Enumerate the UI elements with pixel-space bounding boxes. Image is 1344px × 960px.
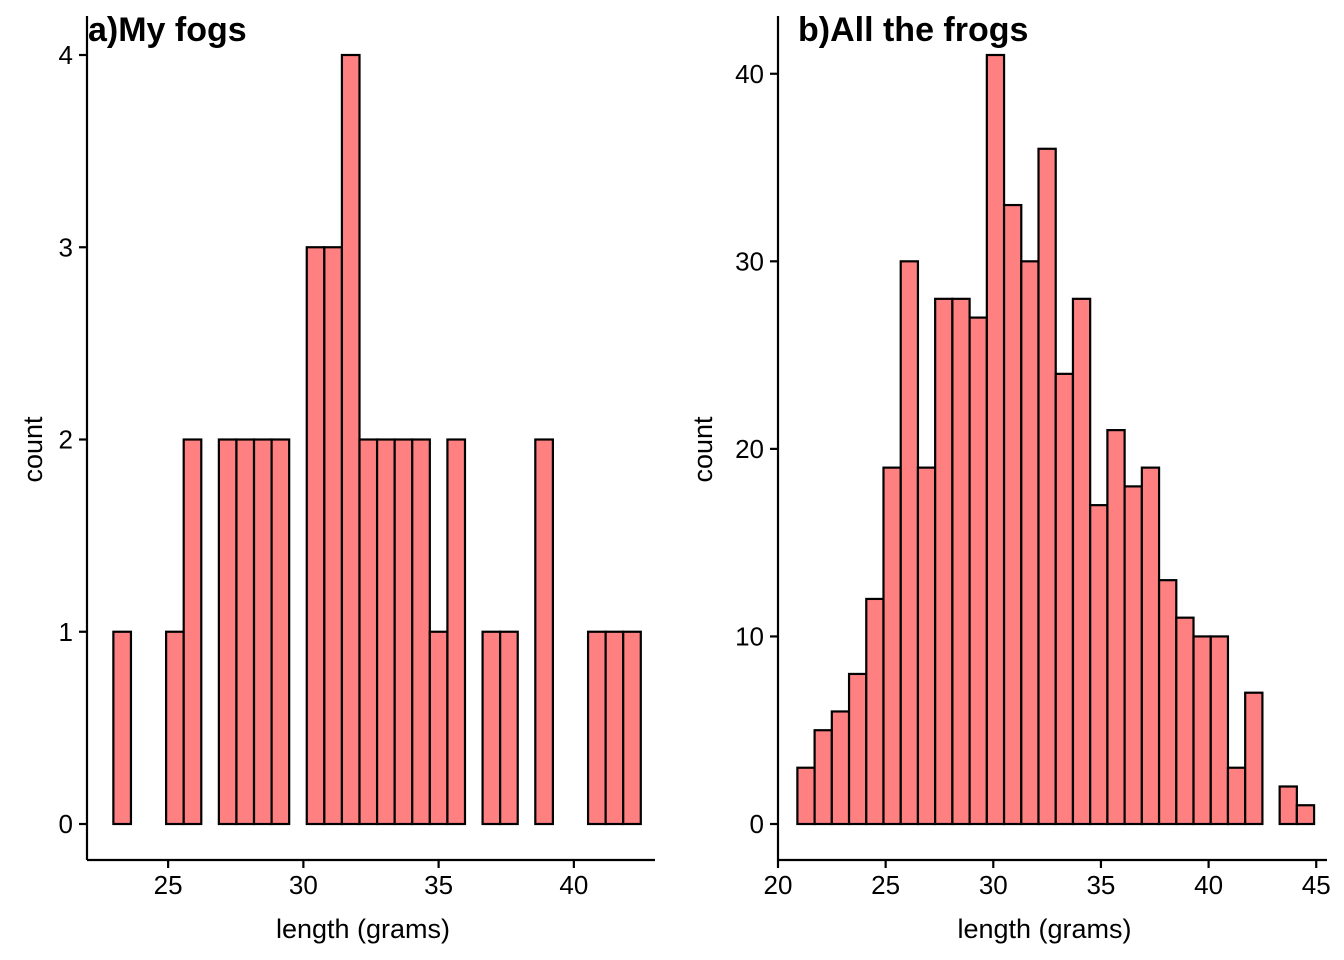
y-tick-label: 1: [59, 617, 73, 647]
histogram-bar: [1089, 504, 1109, 826]
histogram-bar: [1244, 691, 1264, 826]
histogram-bar: [1295, 804, 1316, 826]
histogram-bar: [1002, 203, 1023, 826]
y-tick-label: 0: [750, 809, 764, 839]
histogram-bar: [1020, 260, 1040, 826]
y-tick-label: 4: [59, 40, 73, 70]
histogram-bar: [1037, 147, 1057, 826]
histogram-bar: [499, 630, 519, 826]
histogram-bar: [830, 710, 851, 826]
y-tick-label: 30: [735, 246, 764, 276]
x-tick-label: 30: [979, 870, 1008, 900]
x-tick-label: 20: [764, 870, 793, 900]
histogram-bar: [586, 630, 607, 826]
x-tick-label: 40: [1194, 870, 1223, 900]
histogram-bar: [217, 438, 238, 826]
histogram-bar: [305, 246, 326, 826]
histogram-bar: [604, 630, 625, 826]
histogram-bar: [112, 630, 133, 826]
histogram-bar: [968, 316, 988, 826]
histogram-bar: [1157, 579, 1178, 826]
x-axis-label: length (grams): [276, 914, 450, 944]
y-axis-label: count: [18, 416, 48, 483]
x-tick-label: 30: [289, 870, 318, 900]
histogram-bar: [1175, 616, 1195, 826]
x-tick-label: 35: [1086, 870, 1115, 900]
histogram-bar: [1278, 785, 1298, 826]
bars-a: [112, 53, 642, 826]
histogram-bar: [358, 438, 379, 826]
x-tick-label: 45: [1302, 870, 1331, 900]
panel-b: 20 25 30 35 40 45 0 10 20 30 40 b)All the frogs leng…: [688, 11, 1331, 944]
histogram-bar: [916, 466, 937, 826]
x-tick-label: 25: [871, 870, 900, 900]
panel-title: b)All the frogs: [798, 11, 1028, 49]
histogram-bar: [882, 466, 902, 826]
histogram-bar: [165, 630, 185, 826]
histogram-bar: [1054, 372, 1075, 826]
histogram-bar: [1106, 429, 1126, 826]
panel-a: 25 30 35 40 0 1 2 3 4 a)My fogs length (grams) coun…: [18, 11, 655, 944]
y-tick-label: 20: [735, 434, 764, 464]
histogram-bar: [340, 53, 361, 826]
histogram-bar: [375, 438, 396, 826]
y-tick-label: 0: [59, 809, 73, 839]
histogram-bar: [1140, 466, 1161, 826]
histogram-bar: [985, 53, 1006, 826]
histogram-bar: [411, 438, 431, 826]
histogram-bar: [622, 630, 642, 826]
histogram-bar: [865, 597, 885, 826]
histogram-bar: [847, 672, 868, 826]
histogram-bar: [428, 630, 449, 826]
y-axis-label: count: [688, 416, 718, 483]
histogram-bar: [270, 438, 291, 826]
y-tick-label: 40: [735, 59, 764, 89]
histogram-bar: [1226, 766, 1247, 826]
panel-title: a)My fogs: [88, 11, 247, 49]
y-tick-label: 10: [735, 621, 764, 651]
histogram-bar: [1123, 485, 1143, 826]
bars-b: [796, 53, 1316, 826]
histogram-bar: [182, 438, 203, 826]
histogram-bar: [813, 729, 833, 826]
x-tick-label: 35: [424, 870, 453, 900]
histogram-bar: [252, 438, 273, 826]
y-tick-label: 2: [59, 425, 73, 455]
histogram-bar: [235, 438, 256, 826]
histogram-bar: [446, 438, 467, 826]
y-tick-label: 3: [59, 232, 73, 262]
histogram-bar: [1192, 635, 1212, 826]
histogram-bar: [796, 766, 816, 826]
x-axis-label: length (grams): [957, 914, 1131, 944]
histogram-bar: [534, 438, 554, 826]
histogram-bar: [1071, 297, 1092, 826]
histogram-bar: [934, 297, 954, 826]
histogram-bar: [481, 630, 502, 826]
histogram-bar: [393, 438, 414, 826]
histogram-bar: [323, 246, 344, 826]
histogram-bar: [951, 297, 971, 826]
x-tick-label: 40: [559, 870, 588, 900]
x-tick-label: 25: [154, 870, 183, 900]
histogram-bar: [899, 260, 920, 826]
histogram-bar: [1209, 635, 1230, 826]
